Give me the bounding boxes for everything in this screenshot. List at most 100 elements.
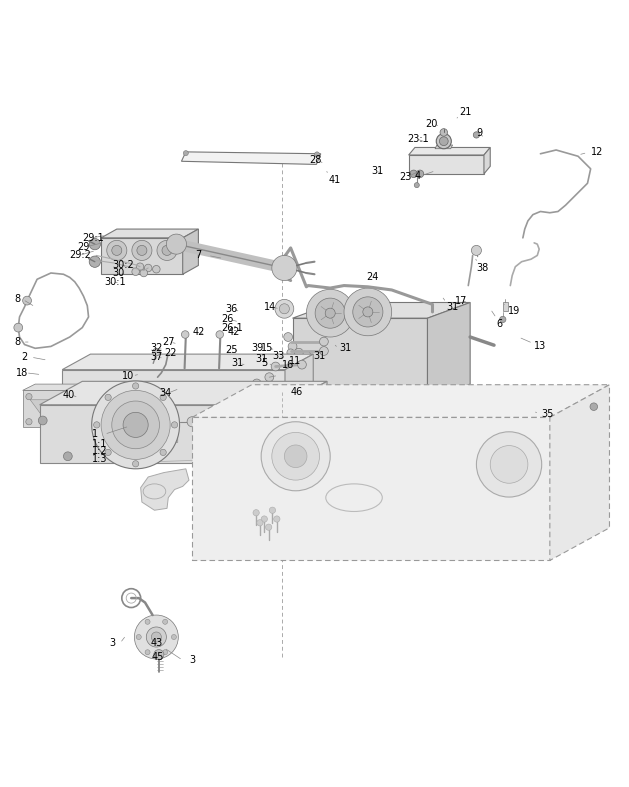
Circle shape xyxy=(237,386,245,394)
Circle shape xyxy=(272,432,320,480)
Polygon shape xyxy=(409,155,484,174)
Circle shape xyxy=(107,240,127,260)
Circle shape xyxy=(160,449,166,456)
Circle shape xyxy=(145,650,150,655)
Text: 30:2: 30:2 xyxy=(113,260,134,270)
Circle shape xyxy=(294,349,303,357)
Circle shape xyxy=(60,394,67,400)
Polygon shape xyxy=(101,238,182,274)
Text: 46: 46 xyxy=(291,387,303,397)
Polygon shape xyxy=(181,152,321,164)
Circle shape xyxy=(275,299,294,318)
Polygon shape xyxy=(141,469,189,510)
Circle shape xyxy=(163,650,168,655)
Polygon shape xyxy=(484,147,490,174)
Text: 3: 3 xyxy=(109,638,115,648)
Circle shape xyxy=(315,298,345,328)
Text: 5: 5 xyxy=(261,358,267,368)
Text: 13: 13 xyxy=(534,342,547,352)
Polygon shape xyxy=(435,145,453,149)
Circle shape xyxy=(136,634,142,640)
Circle shape xyxy=(105,394,111,401)
Circle shape xyxy=(261,516,267,522)
Circle shape xyxy=(363,307,373,317)
Circle shape xyxy=(89,256,101,268)
Circle shape xyxy=(135,615,178,659)
Text: 31: 31 xyxy=(340,343,352,353)
Text: 1:3: 1:3 xyxy=(92,454,107,464)
Text: 29:1: 29:1 xyxy=(82,233,104,243)
Circle shape xyxy=(344,288,392,336)
Text: 38: 38 xyxy=(476,263,489,273)
Text: 9: 9 xyxy=(476,128,482,138)
Text: 29:2: 29:2 xyxy=(70,250,92,260)
Circle shape xyxy=(94,422,100,428)
Text: 20: 20 xyxy=(426,119,438,128)
Circle shape xyxy=(167,234,186,254)
Polygon shape xyxy=(62,354,313,370)
Circle shape xyxy=(415,183,420,187)
Circle shape xyxy=(123,412,148,438)
Circle shape xyxy=(257,519,263,526)
Circle shape xyxy=(437,134,452,149)
Circle shape xyxy=(272,256,297,280)
Text: 17: 17 xyxy=(455,296,467,305)
Circle shape xyxy=(269,507,276,513)
Circle shape xyxy=(101,390,170,460)
Circle shape xyxy=(154,649,164,660)
Polygon shape xyxy=(550,385,610,560)
Text: 31: 31 xyxy=(255,354,267,364)
Text: 23: 23 xyxy=(399,172,411,182)
Circle shape xyxy=(172,634,176,640)
Circle shape xyxy=(145,264,152,272)
Circle shape xyxy=(320,337,328,346)
Circle shape xyxy=(320,346,328,356)
Circle shape xyxy=(152,632,162,642)
Polygon shape xyxy=(23,390,70,427)
Circle shape xyxy=(490,445,528,483)
Circle shape xyxy=(187,417,197,427)
Polygon shape xyxy=(30,400,55,417)
Circle shape xyxy=(160,394,166,401)
Circle shape xyxy=(471,246,481,256)
Text: 42: 42 xyxy=(192,327,204,337)
Circle shape xyxy=(132,240,152,260)
Text: 35: 35 xyxy=(542,408,554,419)
Text: 4: 4 xyxy=(415,171,421,181)
Polygon shape xyxy=(409,147,490,155)
Circle shape xyxy=(137,246,147,256)
Polygon shape xyxy=(284,382,327,463)
Text: 26: 26 xyxy=(221,315,234,324)
Circle shape xyxy=(133,382,139,389)
Text: 29: 29 xyxy=(77,242,90,252)
Text: 40: 40 xyxy=(62,390,74,400)
Text: 2: 2 xyxy=(21,352,27,362)
Text: 26:1: 26:1 xyxy=(221,323,243,333)
Text: 16: 16 xyxy=(282,360,294,370)
Text: 1: 1 xyxy=(92,429,98,439)
Circle shape xyxy=(274,516,280,522)
Circle shape xyxy=(105,449,111,456)
Text: 45: 45 xyxy=(152,652,164,662)
Circle shape xyxy=(183,150,188,156)
Circle shape xyxy=(476,432,542,497)
Circle shape xyxy=(216,331,223,338)
Circle shape xyxy=(265,373,274,382)
Polygon shape xyxy=(428,302,470,400)
Polygon shape xyxy=(292,318,428,400)
Circle shape xyxy=(288,342,297,351)
Circle shape xyxy=(153,349,160,356)
Polygon shape xyxy=(101,229,198,238)
Circle shape xyxy=(153,265,160,273)
Circle shape xyxy=(287,349,294,357)
Text: 31: 31 xyxy=(231,358,244,368)
Circle shape xyxy=(253,510,259,516)
Circle shape xyxy=(473,131,479,138)
Text: 43: 43 xyxy=(150,637,162,648)
Circle shape xyxy=(172,422,177,428)
Circle shape xyxy=(265,524,272,530)
Circle shape xyxy=(64,452,72,460)
Circle shape xyxy=(181,331,189,338)
Circle shape xyxy=(284,355,292,363)
Circle shape xyxy=(89,238,101,249)
